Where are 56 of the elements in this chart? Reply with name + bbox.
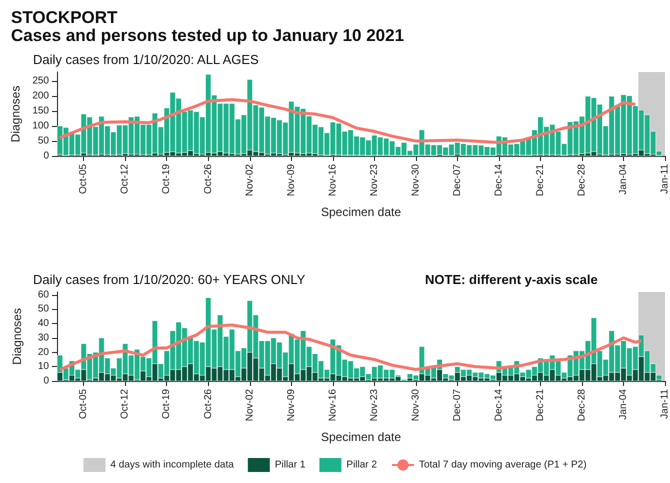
chart-title: Daily cases from 1/10/2020: 60+ YEARS ONLY — [33, 272, 306, 287]
x-tick-label: Dec-28 — [576, 164, 588, 196]
y-tick-label: 20 — [38, 346, 50, 358]
legend-label: Pillar 1 — [274, 460, 306, 470]
text: Cases and persons tested up to January 10 2021 — [11, 26, 404, 45]
text: NOTE: different y-axis scale — [425, 272, 598, 287]
x-tick-label: Nov-30 — [410, 164, 422, 196]
y-tick-label: 50 — [38, 304, 50, 315]
y-tick-label: 0 — [43, 376, 50, 386]
x-tick-label: Nov-16 — [327, 164, 338, 196]
x-tick-label: Nov-02 — [244, 388, 256, 422]
x-tick-label: Oct-19 — [161, 164, 172, 194]
x-tick-label: Dec-14 — [493, 164, 504, 196]
y-tick-label: 40 — [38, 318, 50, 330]
x-tick-label: Dec-07 — [452, 388, 463, 422]
legend-label: Pillar 2 — [346, 460, 378, 470]
x-tick-label: Nov-02 — [244, 164, 256, 196]
x-tick-label: Oct-19 — [161, 388, 172, 420]
legend-label: 4 days with incomplete data — [110, 460, 234, 470]
chart-title: Daily cases from 1/10/2020: ALL AGES — [33, 52, 260, 67]
y-axis-title: Diagnoses — [8, 86, 22, 142]
y-tick-label: 150 — [32, 106, 50, 116]
y-tick-label: 100 — [32, 120, 50, 132]
x-tick-label: Dec-07 — [452, 164, 463, 196]
x-tick-label: Oct-12 — [120, 388, 131, 420]
x-tick-label: Nov-23 — [368, 164, 380, 196]
x-tick-label: Oct-26 — [202, 388, 214, 420]
x-tick-label: Dec-14 — [493, 388, 504, 422]
x-tick-label: Oct-05 — [78, 388, 90, 420]
x-tick-label: Dec-28 — [576, 388, 588, 422]
y-tick-label: 30 — [38, 332, 50, 344]
x-tick-label: Nov-16 — [327, 388, 338, 422]
x-tick-label: Jan-11 — [660, 164, 670, 194]
y-tick-label: 50 — [38, 136, 50, 146]
x-tick-label: Oct-12 — [120, 164, 131, 194]
y-tick-label: 200 — [32, 90, 50, 102]
y-axis-title: Diagnoses — [10, 308, 24, 365]
x-tick-label: Jan-04 — [618, 164, 629, 195]
x-tick-label: Oct-05 — [78, 164, 90, 194]
x-tick-label: Jan-11 — [660, 388, 670, 419]
y-tick-label: 250 — [32, 76, 50, 86]
y-tick-label: 10 — [38, 361, 50, 372]
x-axis-title: Specimen date — [320, 430, 402, 444]
x-tick-label: Jan-04 — [618, 388, 629, 420]
x-tick-label: Nov-09 — [286, 388, 297, 422]
x-tick-label: Nov-23 — [368, 388, 380, 422]
x-tick-label: Dec-21 — [534, 388, 546, 422]
legend-label: Total 7 day moving average (P1 + P2) — [418, 460, 587, 470]
x-tick-label: Nov-30 — [410, 388, 422, 422]
y-tick-label: 60 — [38, 289, 50, 300]
x-tick-label: Dec-21 — [534, 164, 546, 196]
text: STOCKPORT — [11, 8, 118, 27]
x-tick-label: Nov-09 — [286, 164, 297, 196]
x-axis-title: Specimen date — [320, 205, 402, 219]
x-tick-label: Oct-26 — [202, 164, 214, 194]
y-tick-label: 0 — [43, 150, 50, 162]
